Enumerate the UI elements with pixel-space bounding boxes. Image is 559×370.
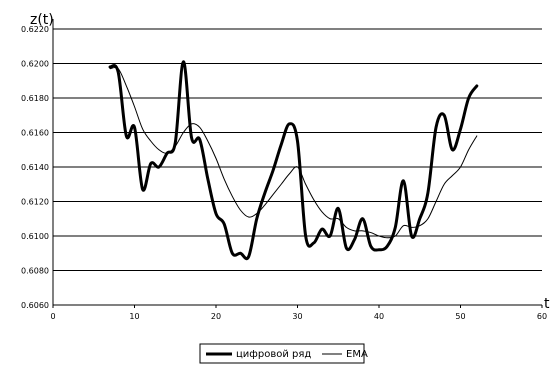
legend-label-series-2: EMA <box>346 349 368 360</box>
x-axis-label: t <box>544 296 550 312</box>
legend-box <box>199 343 365 364</box>
y-tick-label: 0.6120 <box>21 198 49 207</box>
x-tick-label: 10 <box>129 312 139 321</box>
x-tick-label: 40 <box>374 312 384 321</box>
y-tick-label: 0.6140 <box>21 163 49 172</box>
x-tick-label: 50 <box>455 312 465 321</box>
x-tick-label: 20 <box>211 312 221 321</box>
series-lines <box>108 60 479 261</box>
x-tick-label: 30 <box>292 312 302 321</box>
legend: цифровой ряд EMA <box>199 343 368 364</box>
y-tick-label: 0.6200 <box>21 60 49 69</box>
legend-label-series-1: цифровой ряд <box>236 349 311 360</box>
axes <box>52 19 543 308</box>
y-tick-label: 0.6180 <box>21 94 49 103</box>
y-axis-label: z(t) <box>30 12 54 28</box>
y-tick-label: 0.6220 <box>21 25 49 34</box>
x-tick-labels: 0 10 20 30 40 50 60 <box>50 312 547 321</box>
x-tick-label: 60 <box>537 312 547 321</box>
series-line-1 <box>108 60 479 261</box>
y-tick-labels: 0.6060 0.6080 0.6100 0.6120 0.6140 0.6160 0.61… <box>21 25 49 310</box>
y-tick-label: 0.6060 <box>21 301 49 310</box>
y-tick-label: 0.6160 <box>21 129 49 138</box>
x-tick-label: 0 <box>50 312 55 321</box>
y-tick-label: 0.6100 <box>21 232 49 241</box>
y-tick-label: 0.6080 <box>21 267 49 276</box>
